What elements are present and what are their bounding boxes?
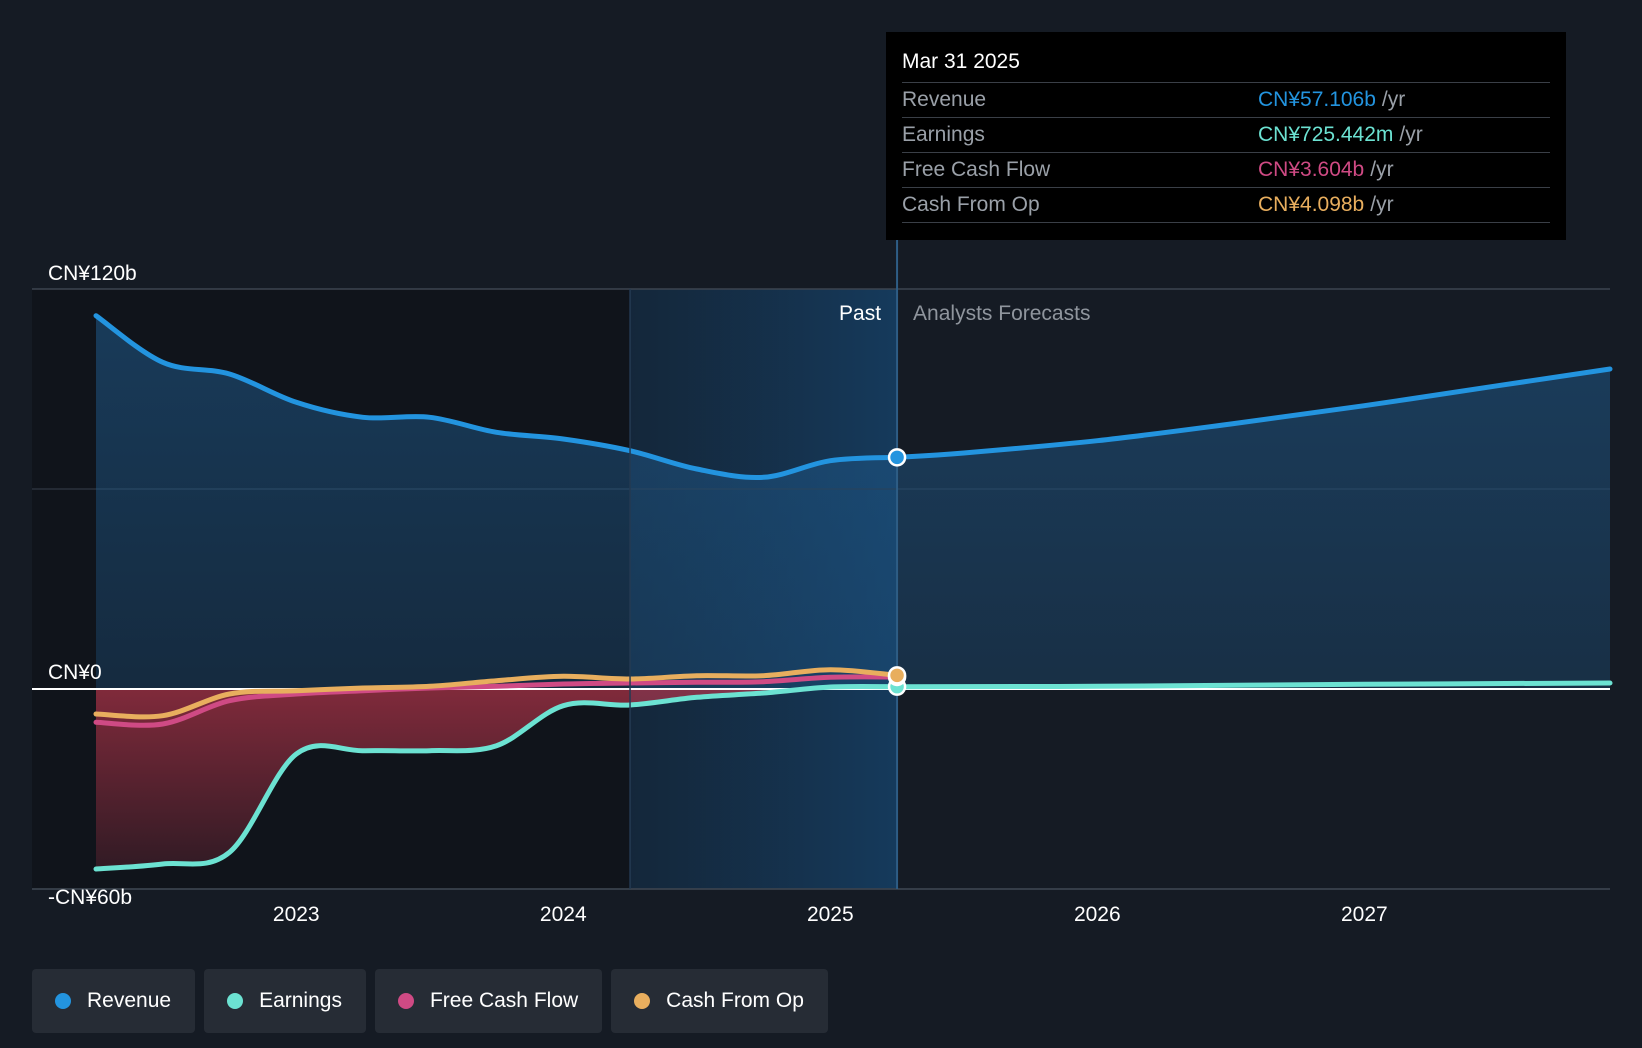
- revenue-marker: [887, 448, 907, 467]
- revenue-line: [93, 313, 900, 481]
- past-label: Past: [839, 302, 881, 325]
- tooltip-label: Earnings: [902, 123, 985, 146]
- legend-label: Earnings: [259, 989, 342, 1012]
- cash-from-op-marker: [887, 666, 907, 685]
- legend-item-revenue[interactable]: Revenue: [32, 969, 196, 1033]
- tooltip-unit: /yr: [1370, 158, 1394, 181]
- free-cash-flow-line: [93, 674, 900, 728]
- legend-item-cash-from-op[interactable]: Cash From Op: [611, 969, 828, 1033]
- y-tick-label: CN¥120b: [48, 262, 137, 285]
- tooltip-label: Revenue: [902, 88, 987, 111]
- earnings-forecast-line: [894, 680, 1613, 690]
- tooltip-value: CN¥725.442m: [1258, 123, 1394, 146]
- tooltip-row-cash-from-op: Cash From Op CN¥4.098b /yr: [902, 188, 1550, 223]
- x-tick-label: 2027: [1341, 903, 1388, 926]
- hover-markers: [887, 448, 907, 696]
- tooltip-value: CN¥4.098b: [1258, 193, 1365, 216]
- legend-label: Cash From Op: [666, 989, 804, 1012]
- legend-item-earnings[interactable]: Earnings: [204, 969, 366, 1033]
- axis-labels: CN¥120b CN¥0 -CN¥60b 2023 2024 2025 2026 2027 Pa…: [48, 262, 1388, 926]
- tooltip-value: CN¥3.604b: [1258, 158, 1365, 181]
- legend-dot-icon: [227, 993, 244, 1009]
- tooltip-row-free-cash-flow: Free Cash Flow CN¥3.604b /yr: [902, 153, 1550, 188]
- x-tick-label: 2023: [273, 903, 320, 926]
- legend-label: Revenue: [87, 989, 172, 1012]
- tooltip-row-revenue: Revenue CN¥57.106b /yr: [902, 83, 1550, 118]
- tooltip-label: Free Cash Flow: [902, 158, 1051, 181]
- legend-dot-icon: [55, 993, 71, 1009]
- cash-from-op-line: [93, 667, 900, 720]
- tooltip-panel: Mar 31 2025 Revenue CN¥57.106b /yr Earni…: [886, 32, 1566, 240]
- y-tick-label: -CN¥60b: [48, 886, 132, 909]
- legend: Revenue Earnings Free Cash Flow Cash Fro…: [32, 969, 828, 1033]
- revenue-forecast-line: [894, 366, 1613, 460]
- x-tick-label: 2024: [540, 903, 587, 926]
- y-tick-label: CN¥0: [48, 661, 102, 684]
- x-tick-label: 2025: [807, 903, 854, 926]
- tooltip-row-earnings: Earnings CN¥725.442m /yr: [902, 118, 1550, 153]
- earnings-line: [93, 683, 900, 872]
- legend-label: Free Cash Flow: [429, 989, 579, 1012]
- tooltip-unit: /yr: [1399, 123, 1423, 146]
- tooltip-unit: /yr: [1381, 88, 1406, 111]
- revenue-area: [96, 315, 1610, 689]
- forecast-label: Analysts Forecasts: [913, 302, 1090, 325]
- tooltip-date: Mar 31 2025: [902, 46, 1550, 83]
- legend-dot-icon: [397, 993, 414, 1009]
- legend-dot-icon: [634, 993, 651, 1009]
- x-tick-label: 2026: [1074, 903, 1121, 926]
- tooltip-label: Cash From Op: [902, 193, 1040, 216]
- series-lines: [93, 313, 1613, 872]
- tooltip-value: CN¥57.106b: [1258, 88, 1376, 111]
- free-cash-flow-area: [96, 686, 898, 869]
- tooltip-unit: /yr: [1370, 193, 1394, 216]
- legend-item-free-cash-flow[interactable]: Free Cash Flow: [374, 969, 603, 1033]
